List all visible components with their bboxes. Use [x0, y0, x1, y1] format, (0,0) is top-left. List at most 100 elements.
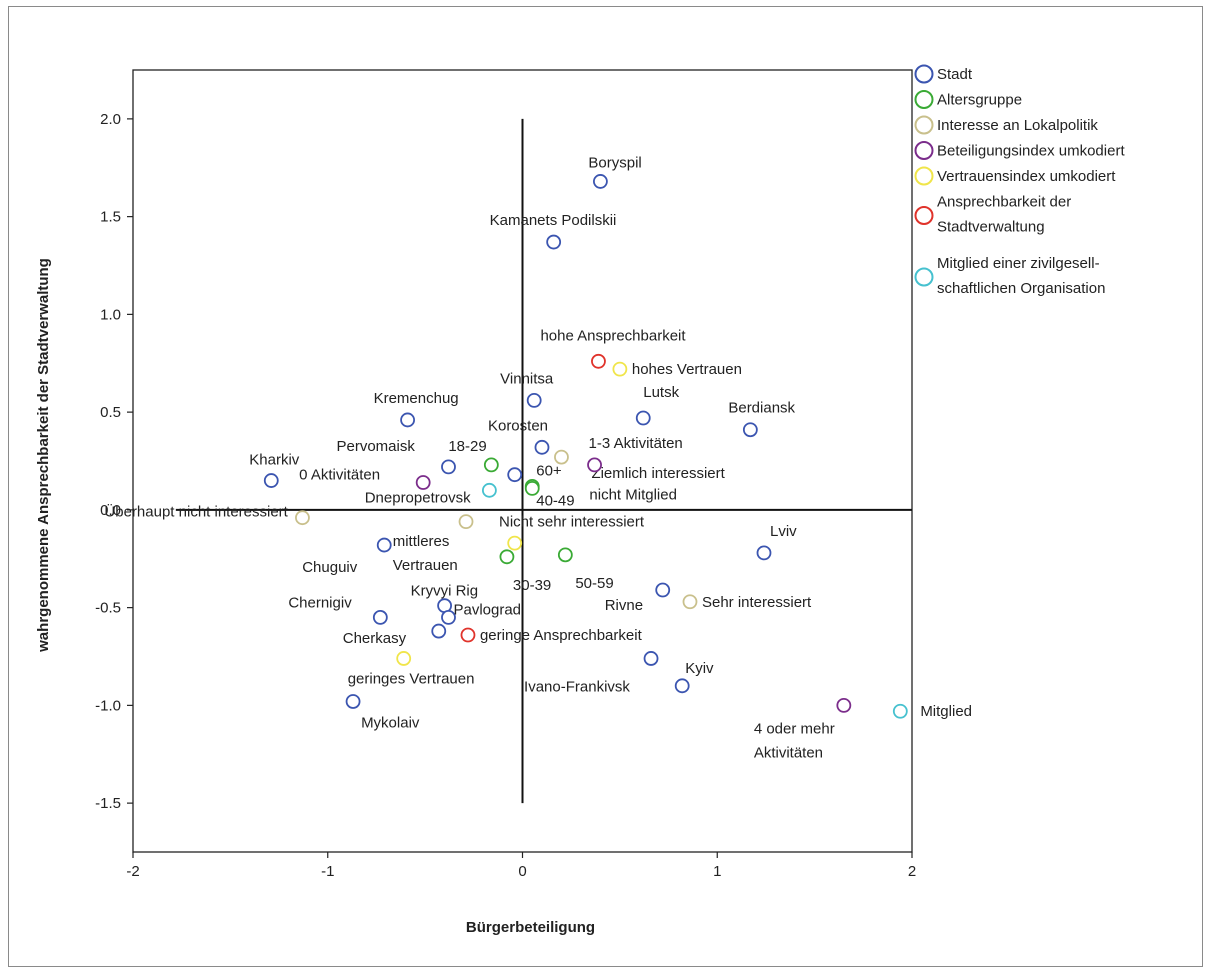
legend-marker	[914, 141, 934, 160]
point-mittleres-vertrauen	[507, 535, 523, 551]
point-label-kryvyi-rig: Kryvyi Rig	[411, 583, 479, 600]
y-tick-label: -1.5	[95, 795, 121, 812]
point-label-lutsk: Lutsk	[643, 384, 679, 401]
y-tick-label: -0.5	[95, 600, 121, 617]
point-pavlograd	[441, 610, 456, 625]
point-label-rivne: Rivne	[605, 597, 643, 614]
point-label-boryspil: Boryspil	[588, 154, 641, 171]
point-label-40-49: 40-49	[536, 492, 574, 509]
point-kamanets-podilskii	[546, 234, 562, 250]
point-label-ziemlich-interessiert: Ziemlich interessiert	[591, 465, 725, 482]
point-dnepropetrovsk	[507, 467, 523, 483]
point-label-geringes-vertrauen: geringes Vertrauen	[348, 670, 475, 687]
point-label-kamanets-podilskii: Kamanets Podilskii	[490, 212, 617, 229]
point-lviv	[756, 545, 772, 561]
point-label-ivano-frankivsk: Ivano-Frankivsk	[524, 678, 630, 695]
legend-label: Vertrauensindex umkodiert	[937, 168, 1116, 185]
point-label-30-39: 30-39	[513, 577, 551, 594]
point-chuguiv	[376, 537, 392, 553]
y-tick-label: 0.5	[100, 404, 121, 421]
point-vinnitsa	[526, 392, 542, 408]
point-kremenchug	[400, 412, 415, 428]
x-tick-label: 0	[518, 863, 526, 880]
point-hohes-vertrauen	[612, 361, 628, 377]
point-korosten	[534, 439, 550, 455]
point-label-dnepropetrovsk: Dnepropetrovsk	[365, 490, 471, 507]
y-tick-label: 2.0	[100, 111, 121, 128]
x-tick-label: -2	[126, 863, 139, 880]
legend-label: Stadtverwaltung	[937, 219, 1045, 236]
point-label-nicht-sehr-interessiert: Nicht sehr interessiert	[499, 514, 645, 531]
point-label-mittleres-vertrauen: Vertrauen	[393, 557, 458, 574]
x-tick-label: -1	[321, 863, 334, 880]
point-nicht-sehr-interessiert	[458, 514, 474, 530]
point-50-59	[557, 547, 573, 563]
point-label-mitglied: Mitglied	[920, 703, 972, 720]
point-label-kharkiv: Kharkiv	[249, 452, 300, 469]
point-label-kyiv: Kyiv	[685, 660, 714, 677]
point-label-ueberhaupt-nicht-interessiert: Überhaupt nicht interessiert	[104, 503, 288, 521]
legend-marker	[914, 90, 934, 109]
point-label-chernigiv: Chernigiv	[288, 594, 352, 611]
point-cherkasy	[431, 623, 447, 639]
point-hohe-ansprechbarkeit	[591, 353, 606, 369]
y-axis-title: wahrgenommene Ansprechbarkeit der Stadtv…	[35, 258, 52, 653]
x-axis-title: Bürgerbeteiligung	[466, 919, 595, 936]
point-1-3-aktivitaeten	[587, 457, 602, 473]
point-label-mykolaiv: Mykolaiv	[361, 714, 420, 731]
legend-marker	[914, 115, 934, 135]
point-18-29	[483, 457, 499, 473]
point-boryspil	[593, 174, 608, 189]
point-berdiansk	[742, 422, 758, 438]
legend-label: Beteiligungsindex umkodiert	[937, 143, 1125, 160]
point-label-hohes-vertrauen: hohes Vertrauen	[632, 361, 742, 378]
point-label-4-oder-mehr-aktivitaeten: 4 oder mehr	[754, 720, 835, 737]
point-label-korosten: Korosten	[488, 417, 548, 434]
x-tick-label: 2	[908, 863, 916, 880]
legend-label: Mitglied einer zivilgesell-	[937, 255, 1100, 272]
point-30-39	[499, 549, 515, 565]
point-pervomaisk	[441, 459, 456, 475]
point-label-sehr-interessiert: Sehr interessiert	[702, 594, 812, 611]
y-tick-label: 1.0	[100, 306, 121, 323]
point-label-chuguiv: Chuguiv	[302, 559, 358, 576]
y-tick-label: 1.5	[100, 209, 121, 226]
y-tick-label: 0.0	[100, 502, 121, 519]
point-ueberhaupt-nicht-interessiert	[295, 510, 310, 526]
point-label-cherkasy: Cherkasy	[343, 630, 407, 647]
point-label-hohe-ansprechbarkeit: hohe Ansprechbarkeit	[540, 327, 686, 344]
point-label-berdiansk: Berdiansk	[728, 400, 795, 417]
point-0-aktivitaeten	[415, 475, 431, 490]
point-lutsk	[635, 410, 651, 426]
legend-marker	[914, 64, 934, 84]
point-label-1-3-aktivitaeten: 1-3 Aktivitäten	[589, 435, 683, 452]
legend-label: Altersgruppe	[937, 92, 1022, 109]
point-40-49	[524, 480, 540, 496]
point-label-60: 60+	[536, 462, 562, 479]
legend-marker	[914, 267, 934, 287]
point-4-oder-mehr-aktivitaeten	[836, 697, 852, 713]
point-label-pervomaisk: Pervomaisk	[336, 438, 415, 455]
point-label-kremenchug: Kremenchug	[374, 390, 459, 407]
point-chernigiv	[372, 610, 388, 625]
point-label-nicht-mitglied: nicht Mitglied	[589, 486, 677, 503]
point-label-4-oder-mehr-aktivitaeten: Aktivitäten	[754, 744, 823, 761]
point-geringes-vertrauen	[396, 651, 412, 666]
legend-label: Interesse an Lokalpolitik	[937, 117, 1098, 134]
point-ivano-frankivsk	[643, 651, 659, 666]
legend-label: Ansprechbarkeit der	[937, 194, 1071, 211]
point-label-50-59: 50-59	[575, 575, 613, 592]
legend-marker	[914, 206, 934, 225]
point-rivne	[655, 582, 671, 598]
legend-label: Stadt	[937, 66, 973, 83]
point-mitglied	[892, 703, 908, 719]
point-label-mittleres-vertrauen: mittleres	[393, 533, 450, 550]
point-mykolaiv	[345, 694, 361, 709]
point-sehr-interessiert	[682, 594, 698, 610]
point-kyiv	[674, 678, 690, 694]
legend-marker	[914, 166, 934, 186]
chart-frame	[8, 6, 1203, 967]
point-kharkiv	[263, 473, 279, 488]
point-label-18-29: 18-29	[448, 438, 486, 455]
